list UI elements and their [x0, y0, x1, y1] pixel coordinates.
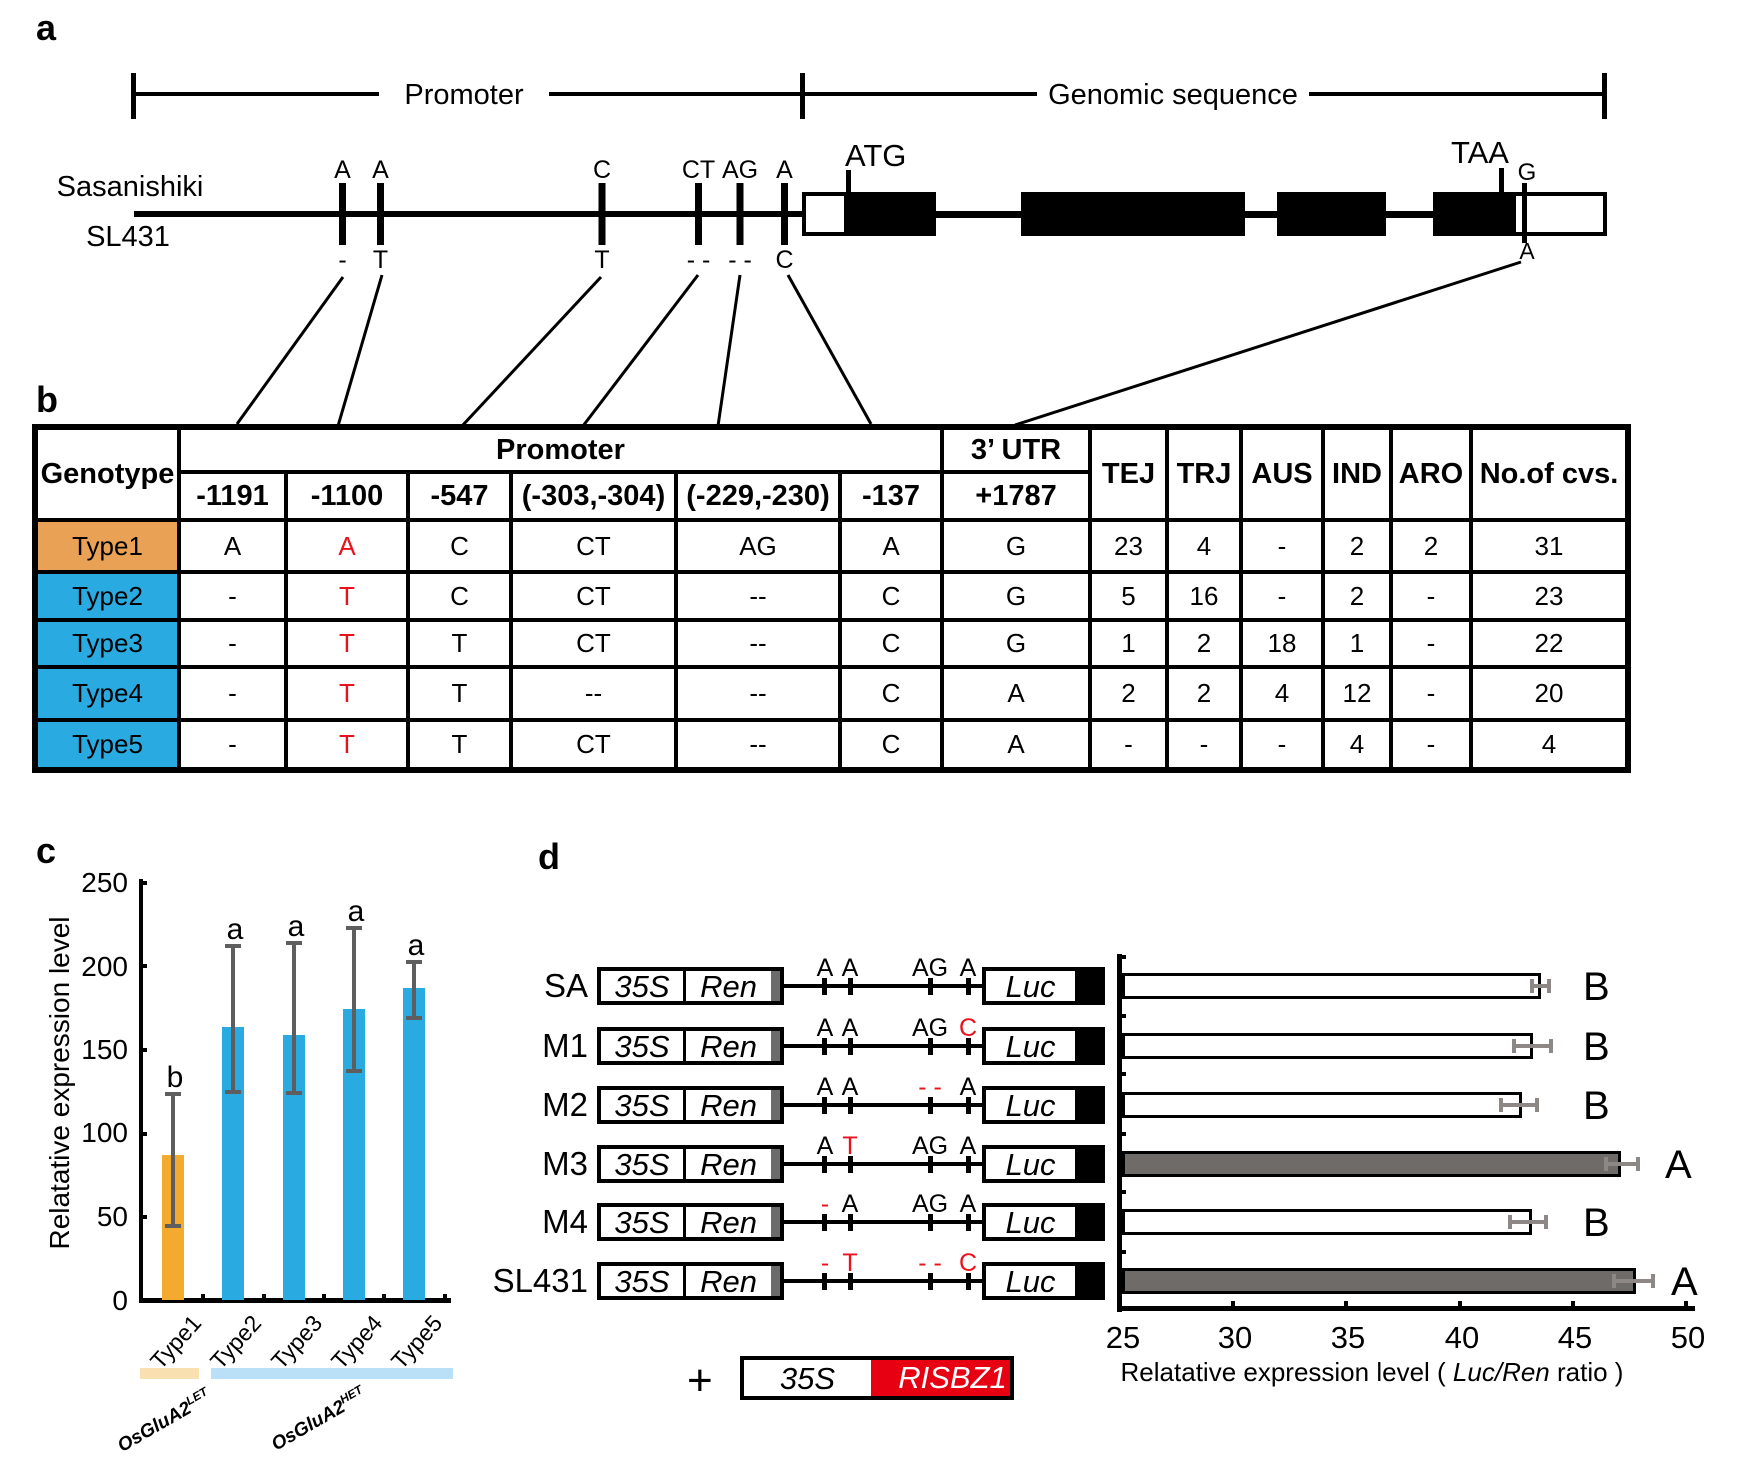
svg-text:-: -	[338, 246, 346, 274]
svg-text:TAA: TAA	[1451, 135, 1509, 170]
svg-text:C: C	[593, 156, 611, 184]
svg-text:ATG: ATG	[845, 138, 906, 173]
svg-text:A: A	[776, 156, 793, 184]
svg-text:- -: - -	[728, 246, 752, 274]
svg-text:A: A	[372, 156, 389, 184]
svg-text:A: A	[1519, 238, 1535, 264]
svg-text:SL431: SL431	[86, 221, 170, 253]
svg-text:CT: CT	[682, 156, 715, 184]
svg-text:T: T	[594, 246, 609, 274]
svg-text:Sasanishiki: Sasanishiki	[57, 171, 204, 203]
svg-text:T: T	[373, 246, 388, 274]
svg-text:- -: - -	[687, 246, 711, 274]
svg-text:Genomic sequence: Genomic sequence	[1048, 79, 1298, 111]
svg-text:A: A	[334, 156, 351, 184]
svg-text:C: C	[775, 246, 793, 274]
svg-text:G: G	[1518, 159, 1537, 186]
svg-text:Promoter: Promoter	[404, 79, 524, 111]
svg-text:AG: AG	[722, 156, 758, 184]
